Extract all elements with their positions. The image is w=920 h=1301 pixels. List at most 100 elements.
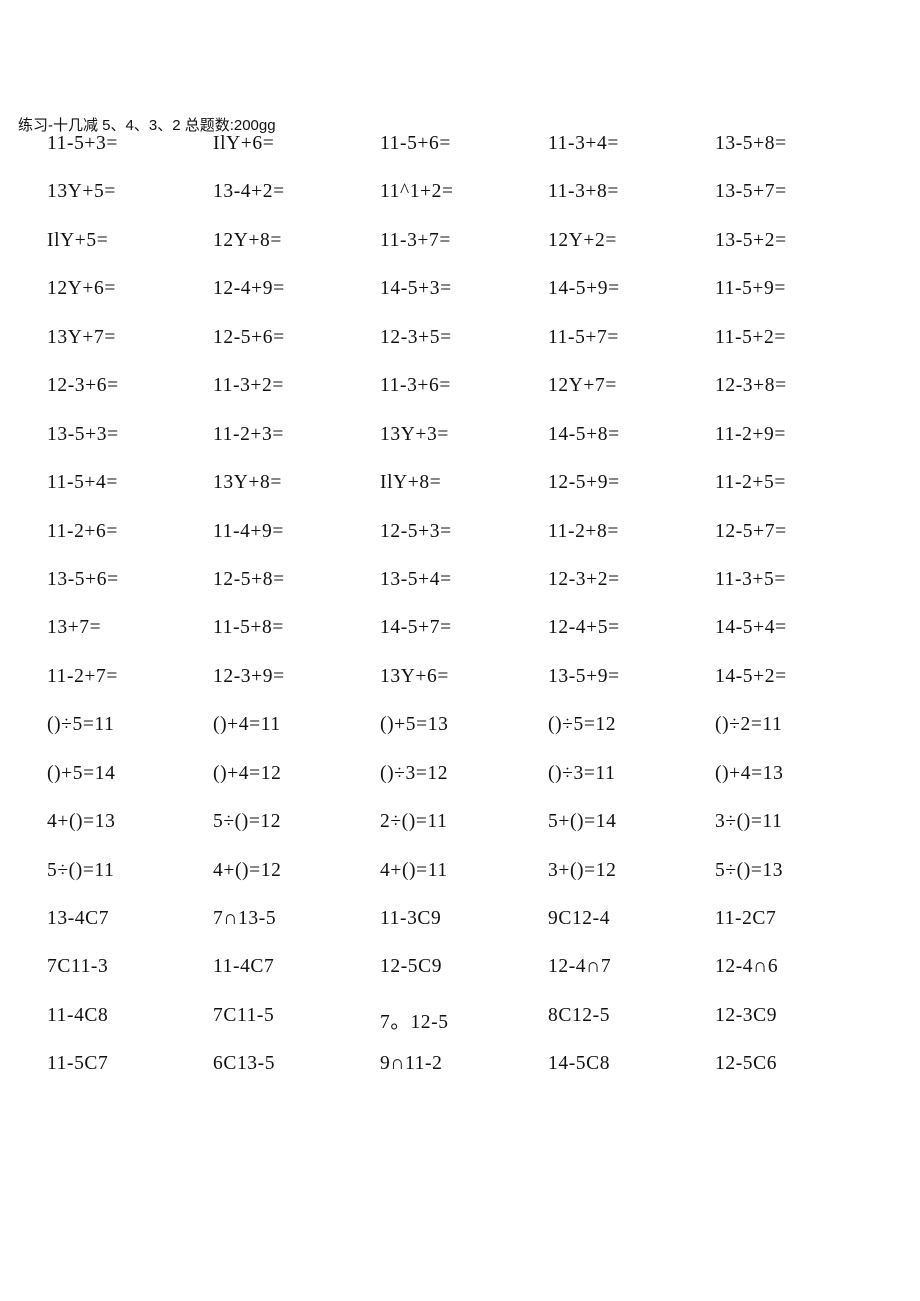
exercise-row: 13Y+7= 12-5+6= 12-3+5= 11-5+7= 11-5+2= <box>0 327 920 375</box>
exercise-item: 13-5+7= <box>715 181 787 203</box>
exercise-item: 13-5+3= <box>47 423 119 445</box>
exercise-item: 11-3+8= <box>548 181 619 203</box>
exercise-item: 12-3+5= <box>380 326 452 348</box>
exercise-item: 13-5+8= <box>715 133 787 154</box>
exercise-row: 4+()=13 5÷()=12 2÷()=11 5+()=14 3÷()=11 <box>0 811 920 859</box>
exercise-item: ()+5=13 <box>380 714 449 736</box>
exercise-item: 11-4C8 <box>47 1004 109 1026</box>
exercise-grid: 11-5+3= IlY+6= 11-5+6= 11-3+4= 13-5+8= 13Y+5=… <box>0 133 920 1102</box>
exercise-item: ()+4=13 <box>715 762 784 784</box>
exercise-row: ()÷5=11 ()+4=11 ()+5=13 ()÷5=12 ()÷2=11 <box>0 714 920 762</box>
exercise-item: 14-5+8= <box>548 423 620 445</box>
exercise-row: 11-2+7= 12-3+9= 13Y+6= 13-5+9= 14-5+2= <box>0 666 920 714</box>
exercise-row: 5÷()=11 4+()=12 4+()=11 3+()=12 5÷()=13 <box>0 860 920 908</box>
exercise-item: 12Y+6= <box>47 278 116 300</box>
exercise-item: 11-2+3= <box>213 423 284 445</box>
exercise-item: ()÷2=11 <box>715 714 783 736</box>
exercise-row: 7C11-3 11-4C7 12-5C9 12-4∩7 12-4∩6 <box>0 956 920 1004</box>
exercise-item: 11-2+9= <box>715 423 786 445</box>
exercise-item: 13-5+6= <box>47 568 119 590</box>
exercise-item: 12-5C9 <box>380 956 443 978</box>
exercise-item: 12-4+9= <box>213 278 285 300</box>
exercise-item: 11-3+4= <box>548 133 619 154</box>
exercise-row: 12-3+6= 11-3+2= 11-3+6= 12Y+7= 12-3+8= <box>0 375 920 423</box>
exercise-item: ()+4=12 <box>213 762 282 784</box>
exercise-item: 13Y+8= <box>213 472 282 494</box>
exercise-item: 12-5+9= <box>548 472 620 494</box>
exercise-item: 13Y+5= <box>47 181 116 203</box>
exercise-item: 14-5+3= <box>380 278 452 300</box>
exercise-item: 11-4+9= <box>213 520 284 542</box>
exercise-row: 11-5+3= IlY+6= 11-5+6= 11-3+4= 13-5+8= <box>0 133 920 181</box>
exercise-item: 13Y+3= <box>380 423 449 445</box>
exercise-item: 13Y+7= <box>47 326 116 348</box>
exercise-item: 2÷()=11 <box>380 811 448 833</box>
exercise-item: IlY+5= <box>47 229 109 251</box>
exercise-item: 14-5+9= <box>548 278 620 300</box>
exercise-item: 12-3C9 <box>715 1004 778 1026</box>
exercise-row: 11-4C8 7C11-5 7。12-5 8C12-5 12-3C9 <box>0 1005 920 1053</box>
exercise-row: 11-2+6= 11-4+9= 12-5+3= 11-2+8= 12-5+7= <box>0 521 920 569</box>
exercise-item: 11-5+6= <box>380 133 451 154</box>
exercise-item: 6C13-5 <box>213 1053 276 1075</box>
exercise-item: IlY+8= <box>380 472 442 494</box>
exercise-item: 11^1+2= <box>380 181 454 203</box>
exercise-item: 12-5+7= <box>715 520 787 542</box>
exercise-item: 12-3+2= <box>548 568 620 590</box>
exercise-item: 12-5+6= <box>213 326 285 348</box>
exercise-item: ()÷5=12 <box>548 714 617 736</box>
exercise-item: 13-5+4= <box>380 568 452 590</box>
exercise-item: 7C11-5 <box>213 1004 275 1026</box>
exercise-item: ()÷3=11 <box>548 762 616 784</box>
worksheet-title: 练习-十几减 5、4、3、2 总题数:200gg <box>18 117 276 134</box>
exercise-item: 4+()=12 <box>213 859 282 881</box>
exercise-item: 11-3+5= <box>715 568 786 590</box>
exercise-item: 3+()=12 <box>548 859 617 881</box>
exercise-item: 13-4C7 <box>47 908 110 929</box>
exercise-row: IlY+5= 12Y+8= 11-3+7= 12Y+2= 13-5+2= <box>0 230 920 278</box>
exercise-item: 11-5+4= <box>47 472 118 494</box>
exercise-item: 11-5+8= <box>213 617 284 639</box>
exercise-row: 11-5C7 6C13-5 9∩11-2 14-5C8 12-5C6 <box>0 1053 920 1101</box>
exercise-item: 13+7= <box>47 617 102 639</box>
exercise-row: 13-5+3= 11-2+3= 13Y+3= 14-5+8= 11-2+9= <box>0 424 920 472</box>
exercise-item: 12-3+8= <box>715 375 787 397</box>
exercise-item: 12-4∩6 <box>715 956 779 978</box>
exercise-item: 12Y+2= <box>548 229 617 251</box>
exercise-item: 5+()=14 <box>548 811 617 833</box>
exercise-item: 11-3+6= <box>380 375 451 397</box>
exercise-row: 13-4C7 7∩13-5 11-3C9 9C12-4 11-2C7 <box>0 908 920 956</box>
exercise-item: 11-5+7= <box>548 326 619 348</box>
exercise-item: 11-3C9 <box>380 908 442 929</box>
exercise-item: 14-5+4= <box>715 617 787 639</box>
exercise-item: 12-5C6 <box>715 1053 778 1075</box>
exercise-item: ()+5=14 <box>47 762 116 784</box>
exercise-item: 11-2C7 <box>715 908 777 929</box>
exercise-item: ()÷5=11 <box>47 714 115 736</box>
exercise-row: ()+5=14 ()+4=12 ()÷3=12 ()÷3=11 ()+4=13 <box>0 763 920 811</box>
exercise-item: 13-5+9= <box>548 665 620 687</box>
exercise-item: 12Y+7= <box>548 375 617 397</box>
exercise-item: 11-2+7= <box>47 665 118 687</box>
exercise-item: 8C12-5 <box>548 1004 611 1026</box>
exercise-item: 11-5+2= <box>715 326 786 348</box>
exercise-row: 13Y+5= 13-4+2= 11^1+2= 11-3+8= 13-5+7= <box>0 181 920 229</box>
exercise-item: 4+()=11 <box>380 859 448 881</box>
exercise-item: 12-3+6= <box>47 375 119 397</box>
exercise-row: 11-5+4= 13Y+8= IlY+8= 12-5+9= 11-2+5= <box>0 472 920 520</box>
exercise-item: 7∩13-5 <box>213 908 277 929</box>
exercise-item: 11-2+6= <box>47 520 118 542</box>
exercise-item: 12-4∩7 <box>548 956 612 978</box>
exercise-item: 5÷()=12 <box>213 811 282 833</box>
exercise-item: 12-5+8= <box>213 568 285 590</box>
exercise-row: 12Y+6= 12-4+9= 14-5+3= 14-5+9= 11-5+9= <box>0 278 920 326</box>
exercise-item: 14-5+2= <box>715 665 787 687</box>
exercise-item: 13-4+2= <box>213 181 285 203</box>
exercise-item: 12Y+8= <box>213 229 282 251</box>
exercise-item: 12-4+5= <box>548 617 620 639</box>
exercise-item: IlY+6= <box>213 133 275 154</box>
exercise-item: 5÷()=11 <box>47 859 115 881</box>
exercise-item: 12-5+3= <box>380 520 452 542</box>
exercise-item: 11-5+9= <box>715 278 786 300</box>
exercise-item: 5÷()=13 <box>715 859 784 881</box>
